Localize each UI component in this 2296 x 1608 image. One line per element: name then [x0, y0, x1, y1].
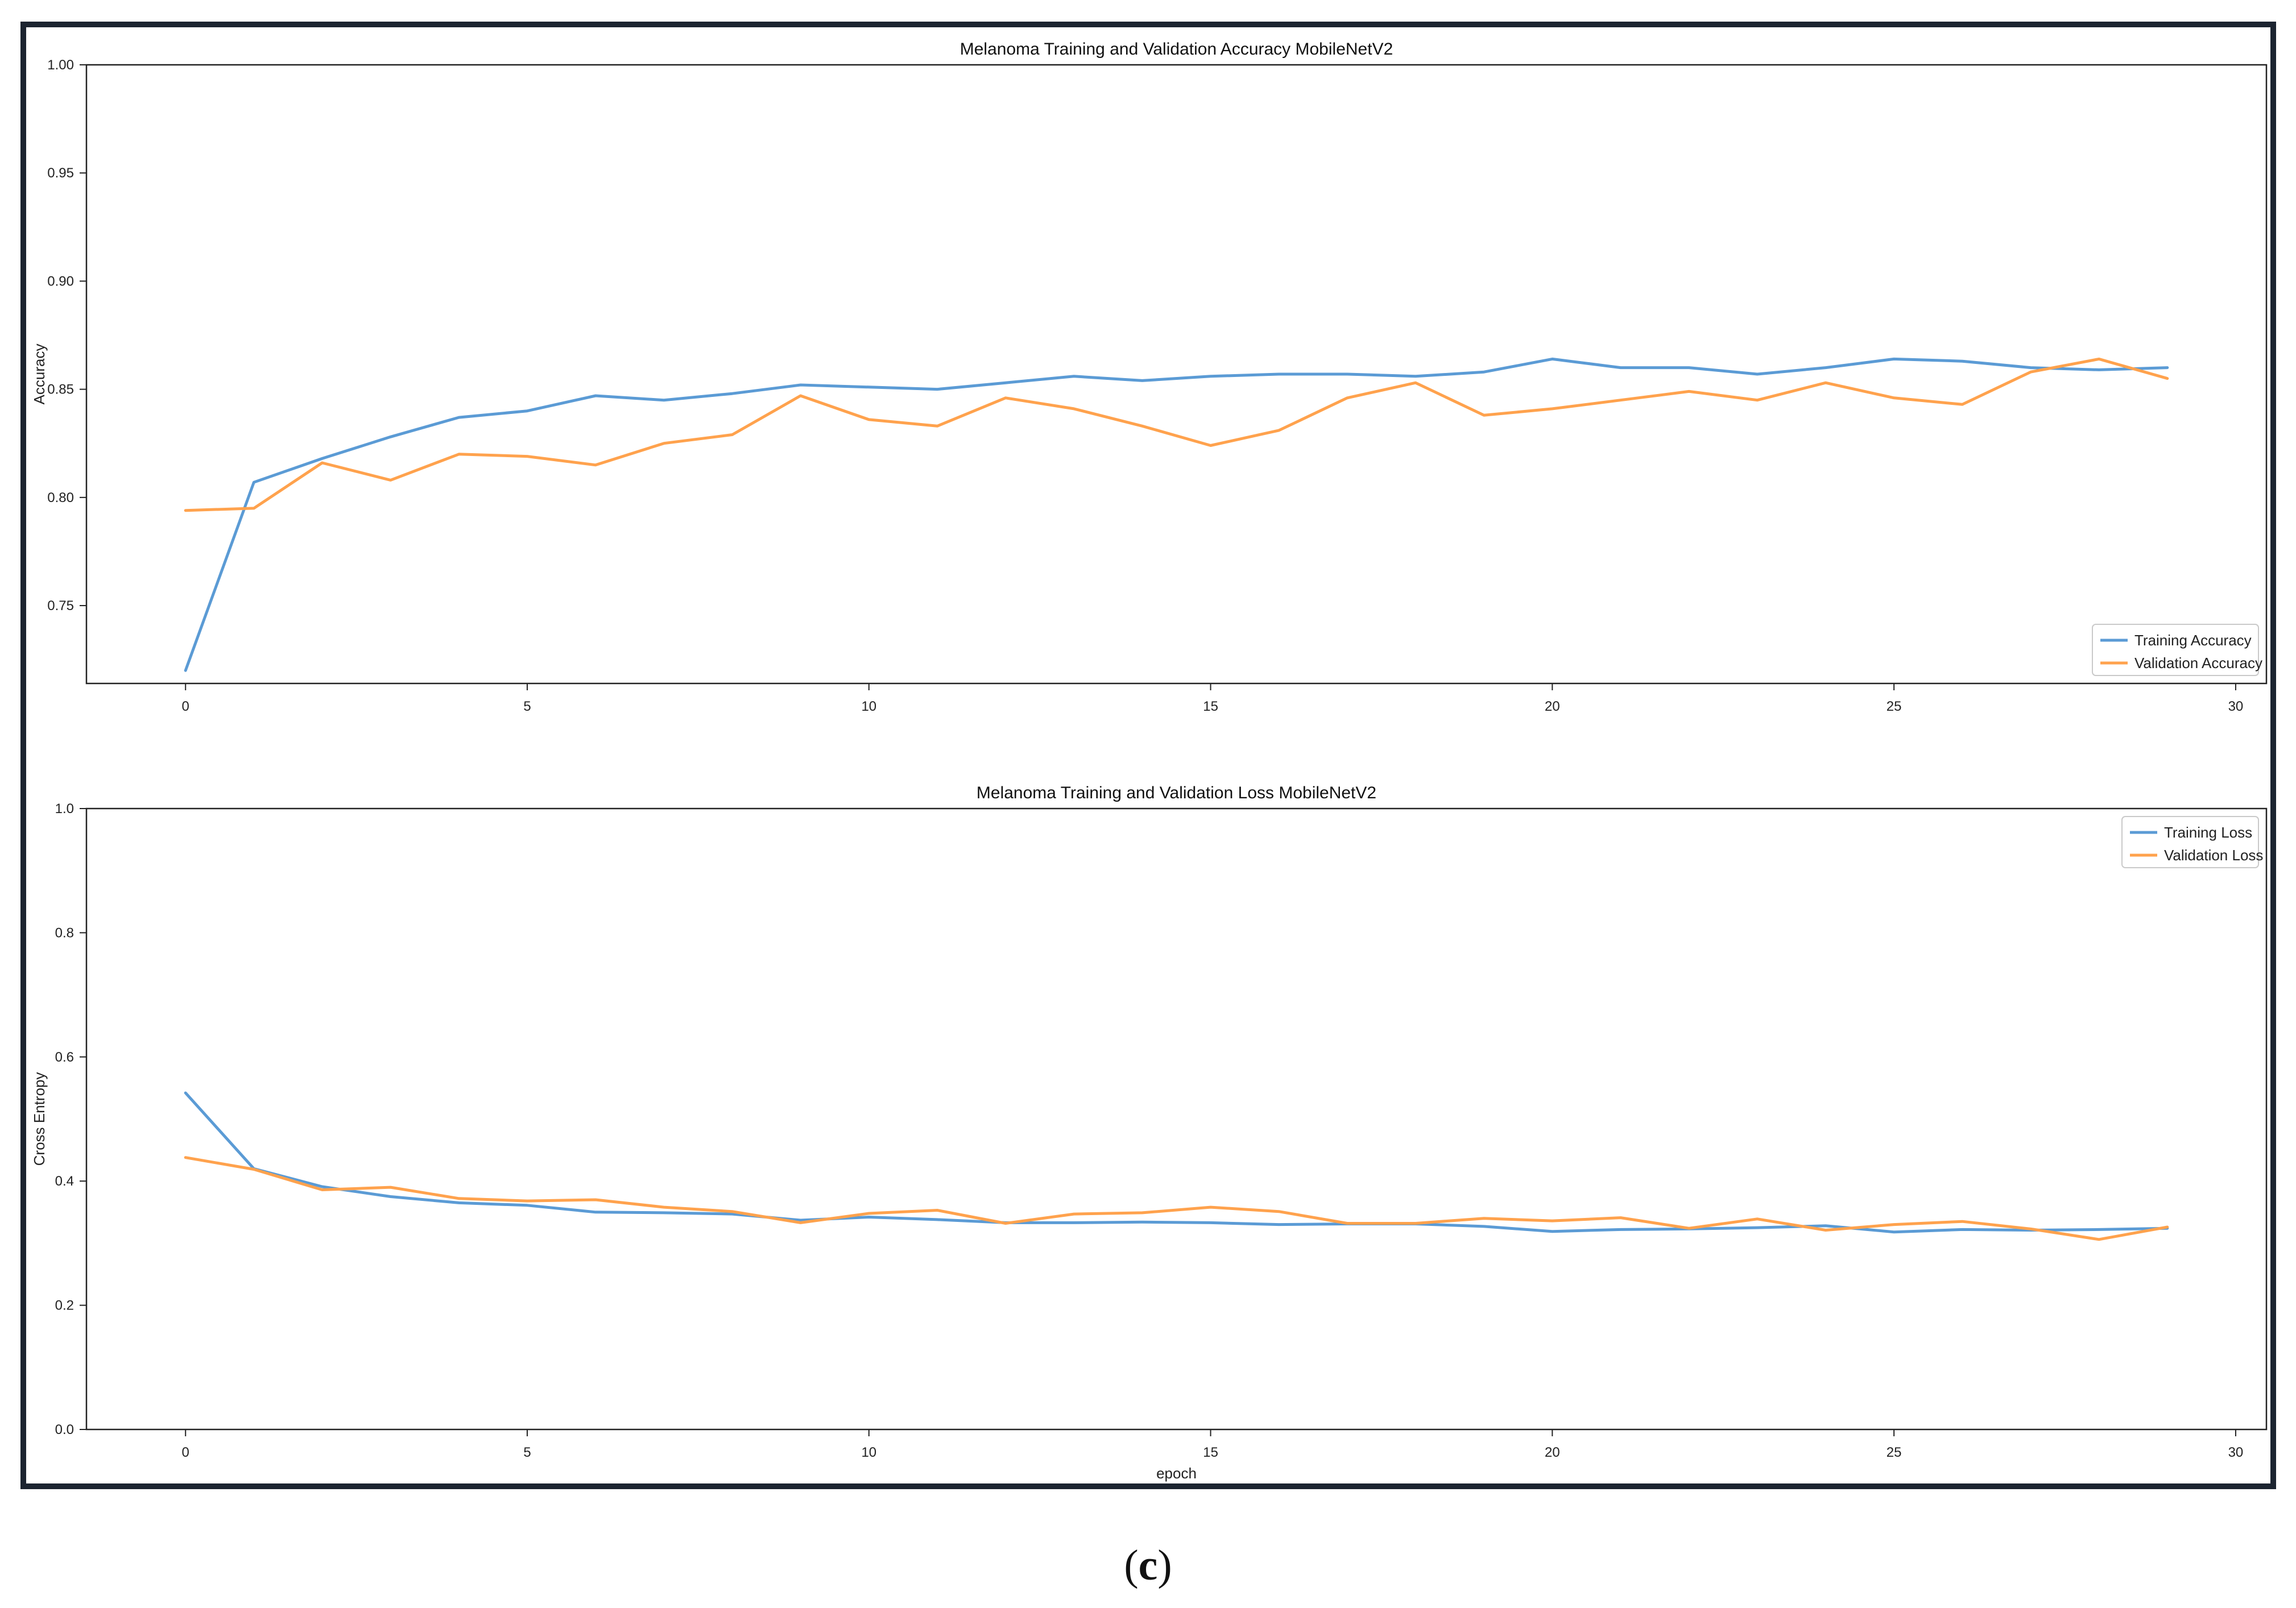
figure-caption: (c)	[0, 1541, 2296, 1590]
accuracy-chart-title: Melanoma Training and Validation Accurac…	[960, 40, 1393, 59]
accuracy-x-tick-label: 10	[861, 699, 876, 714]
accuracy-chart: Melanoma Training and Validation Accurac…	[31, 40, 2268, 714]
loss-y-tick-label: 0.2	[55, 1298, 74, 1313]
accuracy-x-tick-label: 25	[1887, 699, 1902, 714]
loss-y-axis-label: Cross Entropy	[31, 1072, 48, 1166]
loss-series-line-validation	[184, 1156, 2169, 1241]
caption-letter: c	[1138, 1541, 1158, 1589]
loss-legend-label-training: Training Loss	[2164, 824, 2252, 841]
caption-open-paren: (	[1124, 1541, 1139, 1589]
figure-frame	[20, 22, 2276, 1489]
accuracy-legend-box	[2092, 624, 2259, 676]
loss-x-tick-label: 30	[2228, 1445, 2244, 1460]
loss-legend-label-validation: Validation Loss	[2164, 847, 2263, 864]
loss-y-tick-label: 0.4	[55, 1174, 74, 1189]
accuracy-y-tick-label: 0.75	[47, 598, 74, 614]
accuracy-y-tick-label: 0.90	[47, 273, 74, 289]
accuracy-legend-label-validation: Validation Accuracy	[2134, 654, 2262, 672]
accuracy-y-tick-label: 0.85	[47, 382, 74, 397]
accuracy-plot-area	[85, 64, 2268, 685]
loss-y-tick-label: 0.0	[55, 1422, 74, 1437]
loss-y-tick-label: 0.6	[55, 1050, 74, 1065]
loss-legend: Training Loss Validation Loss	[2121, 816, 2263, 868]
accuracy-x-tick-label: 30	[2228, 699, 2244, 714]
loss-chart-title: Melanoma Training and Validation Loss Mo…	[977, 784, 1376, 802]
loss-x-tick-label: 10	[861, 1445, 876, 1460]
loss-y-tick-label: 1.0	[55, 801, 74, 817]
accuracy-y-tick-label: 0.80	[47, 490, 74, 505]
loss-x-tick-label: 5	[523, 1445, 531, 1460]
accuracy-series-line-validation	[184, 357, 2169, 512]
loss-x-tick-label: 25	[1887, 1445, 1902, 1460]
loss-x-tick-label: 15	[1203, 1445, 1218, 1460]
charts-canvas: Melanoma Training and Validation Accurac…	[31, 40, 2268, 1482]
accuracy-x-tick-label: 5	[523, 699, 531, 714]
loss-plot-area	[85, 807, 2268, 1431]
accuracy-y-tick-label: 0.95	[47, 165, 74, 181]
loss-series-line-training	[184, 1091, 2169, 1234]
loss-x-tick-label: 0	[182, 1445, 189, 1460]
accuracy-x-tick-label: 0	[182, 699, 189, 714]
caption-close-paren: )	[1157, 1541, 1172, 1589]
loss-x-axis-label: epoch	[1156, 1465, 1197, 1482]
loss-x-tick-label: 20	[1545, 1445, 1560, 1460]
accuracy-legend: Training Accuracy Validation Accuracy	[2092, 624, 2262, 676]
accuracy-series-line-training	[184, 357, 2169, 672]
accuracy-x-tick-label: 15	[1203, 699, 1218, 714]
accuracy-y-tick-label: 1.00	[47, 57, 74, 73]
loss-chart: Melanoma Training and Validation Loss Mo…	[31, 784, 2268, 1482]
accuracy-x-tick-label: 20	[1545, 699, 1560, 714]
accuracy-legend-label-training: Training Accuracy	[2134, 632, 2252, 649]
loss-y-tick-label: 0.8	[55, 925, 74, 940]
accuracy-y-axis-label: Accuracy	[31, 344, 48, 405]
